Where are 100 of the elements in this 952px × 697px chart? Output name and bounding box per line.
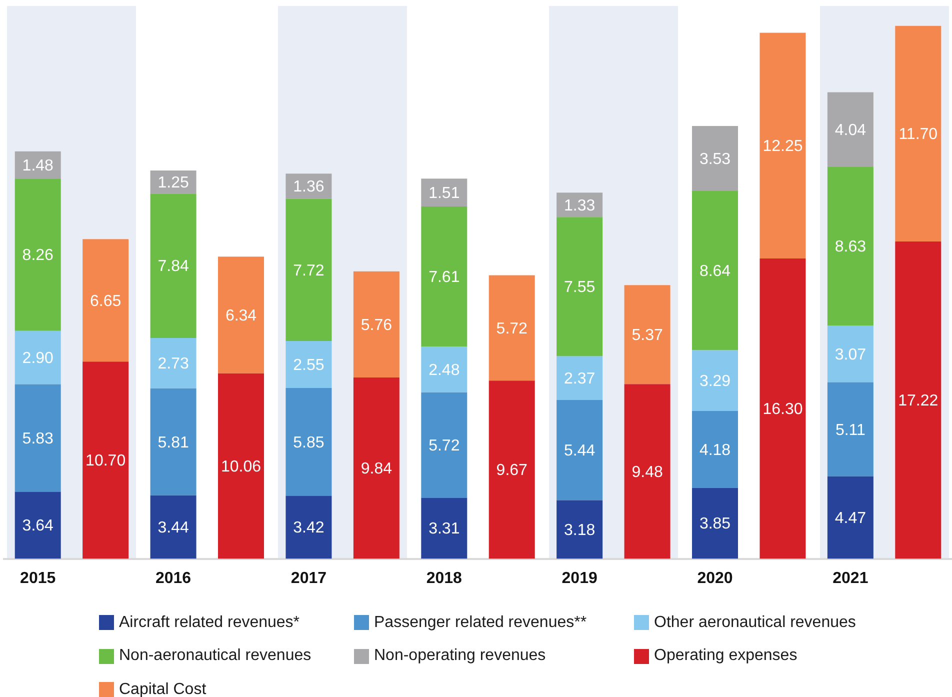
data-label: 12.25	[762, 138, 803, 155]
data-label: 2.48	[428, 362, 460, 379]
x-tick-label: 2015	[20, 570, 56, 587]
bar	[14, 178, 61, 331]
data-label: 2.55	[293, 356, 324, 374]
data-label: 9.67	[496, 462, 528, 480]
data-label: 11.70	[898, 126, 938, 144]
bar	[556, 400, 603, 500]
bar	[286, 198, 332, 341]
data-label: 9.84	[360, 460, 392, 478]
data-label: 3.42	[293, 520, 324, 537]
bar	[353, 377, 400, 559]
data-label: 2.90	[22, 350, 54, 367]
bar	[488, 380, 535, 559]
legend-label: Non-aeronautical revenues	[119, 647, 312, 666]
data-label: 4.47	[834, 510, 866, 528]
bar	[421, 206, 468, 347]
data-label: 5.37	[632, 327, 663, 344]
bar	[624, 285, 670, 384]
data-label: 1.48	[22, 157, 54, 174]
data-label: 6.34	[225, 307, 257, 324]
legend-label: Other aeronautical revenues	[654, 614, 856, 632]
data-label: 4.18	[699, 442, 731, 459]
x-tick-label: 2017	[290, 570, 327, 587]
data-label: 1.33	[564, 197, 596, 214]
data-label: 8.64	[699, 263, 731, 280]
bar	[286, 388, 332, 496]
bar	[218, 373, 264, 559]
data-label: 8.63	[834, 238, 866, 256]
bar	[556, 356, 603, 400]
bar	[692, 350, 738, 411]
bar	[692, 191, 738, 350]
data-label: 3.53	[699, 150, 731, 168]
bar	[895, 26, 942, 242]
data-label: 5.44	[564, 442, 596, 460]
bar	[827, 476, 874, 559]
bar	[421, 498, 468, 559]
data-label: 1.36	[293, 178, 324, 196]
data-label: 3.85	[699, 516, 731, 533]
bar	[827, 92, 874, 167]
bar	[421, 178, 468, 206]
bar	[353, 271, 400, 378]
data-label: 3.64	[22, 518, 54, 535]
data-label: 5.72	[496, 320, 528, 338]
bar	[421, 346, 468, 392]
data-label: 1.51	[428, 184, 460, 202]
bar	[760, 258, 806, 559]
bar	[692, 488, 738, 559]
data-label: 17.22	[898, 392, 938, 410]
bar	[286, 496, 332, 559]
bar	[218, 256, 264, 374]
data-label: 2.37	[564, 370, 596, 388]
bar	[827, 166, 874, 326]
data-label: 6.65	[90, 292, 122, 310]
bar	[14, 492, 61, 559]
data-label: 9.48	[632, 464, 663, 481]
x-tick-label: 2016	[155, 570, 192, 587]
bar	[150, 388, 196, 496]
bar	[488, 275, 535, 381]
bar	[150, 495, 196, 559]
data-label: 3.44	[158, 520, 189, 537]
data-label: 3.29	[699, 372, 731, 390]
data-label: 3.31	[428, 520, 460, 538]
bar	[14, 384, 61, 492]
data-label: 5.81	[158, 434, 189, 452]
bar	[624, 384, 670, 559]
bar	[556, 217, 603, 356]
data-label: 5.11	[835, 422, 866, 439]
legend-label: Non-operating revenues	[374, 647, 546, 666]
data-label: 10.06	[220, 458, 262, 476]
data-label: 10.70	[86, 452, 126, 470]
data-label: 5.72	[428, 438, 460, 455]
data-label: 5.76	[360, 316, 392, 334]
bar	[895, 241, 942, 559]
bar	[692, 126, 738, 192]
data-label: 7.72	[293, 262, 324, 280]
data-label: 2.73	[158, 356, 189, 373]
bar	[82, 362, 129, 559]
data-label: 7.61	[428, 269, 460, 286]
data-label: 8.26	[22, 247, 54, 264]
legend-label: Passenger related revenues**	[374, 614, 587, 632]
bar	[692, 410, 738, 488]
x-tick-label: 2018	[426, 570, 462, 587]
bar	[150, 338, 196, 388]
legend-label: Capital Cost	[119, 680, 206, 697]
bar	[286, 340, 332, 388]
data-label: 3.18	[564, 522, 596, 539]
data-label: 5.83	[22, 430, 54, 448]
x-tick-label: 2019	[562, 570, 598, 587]
bar	[556, 500, 603, 559]
data-label: 16.30	[762, 401, 803, 418]
data-label: 4.04	[834, 122, 866, 139]
data-label: 3.07	[834, 346, 866, 364]
bar	[14, 330, 61, 384]
data-label: 5.85	[293, 434, 324, 452]
bar	[150, 194, 196, 338]
bar	[827, 382, 874, 476]
bar	[760, 32, 806, 258]
legend-label: Aircraft related revenues*	[119, 614, 300, 632]
legend-label: Operating expenses	[654, 647, 798, 666]
